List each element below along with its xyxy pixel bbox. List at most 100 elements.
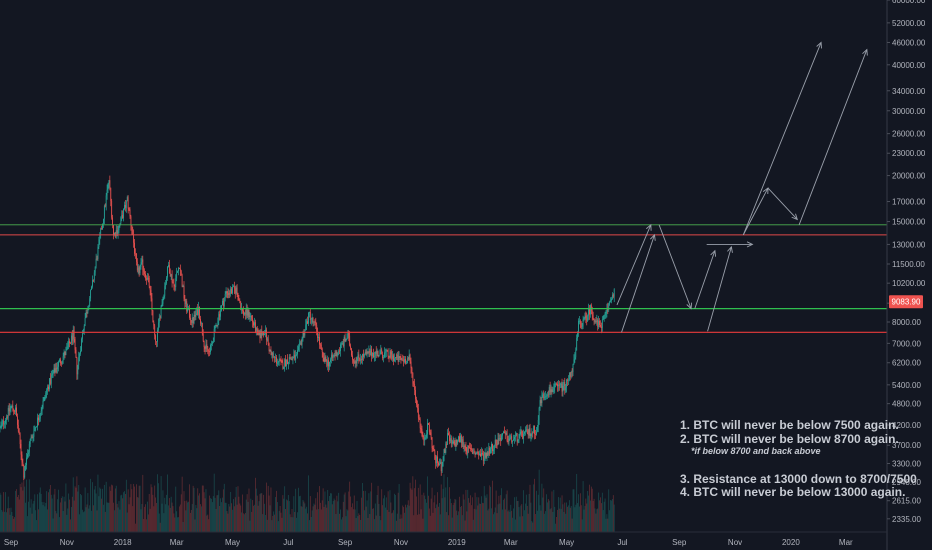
candle-body: [204, 347, 206, 349]
candle-body: [48, 386, 49, 390]
candle-body: [75, 349, 77, 358]
time-tick-label: Sep: [672, 538, 687, 547]
candle-body: [4, 423, 5, 425]
candle-body: [308, 312, 309, 324]
volume-bar: [291, 509, 293, 532]
volume-bar: [157, 483, 159, 532]
price-axis[interactable]: 60000.00 52000.00 46000.00 40000.00 34000.00…: [887, 0, 926, 524]
volume-bar: [543, 488, 545, 532]
volume-bar: [15, 490, 16, 532]
projection-arrow[interactable]: [767, 187, 798, 221]
volume-bar: [562, 504, 564, 532]
volume-bar: [426, 502, 427, 532]
projection-arrow[interactable]: [621, 233, 656, 333]
candle-body: [503, 431, 504, 434]
candle-body: [550, 389, 552, 393]
candle-body: [579, 320, 580, 322]
volume-bar: [281, 517, 283, 532]
volume-bar: [352, 509, 354, 532]
projection-arrow[interactable]: [616, 223, 652, 306]
candle-body: [307, 321, 308, 324]
candle-body: [208, 350, 210, 352]
candle-body: [268, 344, 270, 352]
candle-body: [172, 282, 174, 284]
candle-body: [267, 338, 269, 345]
candle-body: [506, 432, 508, 442]
volume-bar: [373, 508, 374, 532]
candle-body: [323, 357, 325, 362]
volume-bar: [430, 498, 432, 532]
candle-body: [531, 432, 533, 434]
candle-body: [555, 383, 557, 385]
time-axis[interactable]: Sep Nov 2018 Mar May Jul Sep Nov 2019 Mar May Jul Se…: [4, 538, 853, 547]
volume-bar: [518, 507, 520, 532]
price-tick-label: 40000.00: [892, 61, 926, 70]
candle-body: [543, 394, 545, 399]
volume-bar: [553, 489, 555, 532]
volume-bar: [171, 502, 173, 532]
candle-body: [560, 383, 562, 385]
volume-bar: [450, 503, 452, 532]
candle-body: [194, 314, 196, 317]
volume-bar: [591, 488, 593, 532]
candle-body: [263, 331, 265, 336]
volume-bar: [244, 514, 245, 532]
volume-bar: [590, 486, 592, 532]
candle-body: [277, 362, 279, 363]
volume-bar: [376, 494, 378, 532]
candle-body: [252, 318, 254, 323]
projection-arrow[interactable]: [706, 241, 754, 248]
volume-bar: [550, 508, 552, 532]
candle-body: [296, 354, 297, 356]
candle-body: [444, 449, 446, 453]
candle-body: [545, 396, 546, 398]
candle-body: [481, 452, 482, 457]
candle-body: [523, 433, 524, 439]
candle-body: [310, 318, 312, 320]
volume-bar: [418, 514, 420, 532]
volume-bar: [220, 498, 222, 532]
annotation-notes: 1. BTC will never be below 7500 again. 2…: [680, 418, 917, 499]
volume-bar: [246, 494, 248, 532]
volume-bar: [120, 495, 122, 532]
candle-body: [21, 454, 23, 463]
candle-body: [344, 337, 346, 342]
candle-body: [427, 423, 428, 435]
candle-body: [174, 286, 176, 288]
candle-body: [219, 314, 221, 317]
candle-body: [276, 362, 278, 364]
projection-arrow[interactable]: [707, 245, 733, 332]
candle-body: [112, 217, 113, 226]
projection-arrow[interactable]: [742, 41, 822, 236]
volume-bar: [390, 502, 392, 532]
candle-body: [211, 342, 213, 344]
volume-bar: [323, 506, 325, 532]
volume-bar: [265, 482, 267, 532]
candle-body: [395, 357, 397, 359]
volume-bar: [502, 509, 503, 532]
candle-body: [508, 438, 510, 442]
candle-body: [518, 434, 520, 440]
candle-body: [180, 271, 182, 276]
volume-bar: [577, 503, 579, 532]
volume-bar: [272, 515, 274, 532]
volume-bar: [330, 493, 332, 532]
volume-bar: [572, 489, 574, 532]
candle-body: [205, 344, 207, 349]
volume-bar: [217, 495, 219, 532]
candle-body: [383, 357, 384, 359]
projection-arrow[interactable]: [694, 249, 717, 309]
candle-body: [305, 324, 307, 330]
volume-bar: [198, 495, 200, 532]
projection-arrow[interactable]: [798, 48, 868, 225]
volume-bar: [306, 506, 308, 532]
candle-body: [509, 438, 511, 440]
candle-body: [137, 267, 139, 271]
price-tick-label: 34000.00: [892, 87, 926, 96]
time-tick-label: 2018: [114, 538, 132, 547]
volume-bar: [23, 475, 25, 532]
projection-arrow[interactable]: [658, 224, 693, 310]
volume-bar: [322, 488, 324, 532]
candle-body: [391, 354, 393, 359]
